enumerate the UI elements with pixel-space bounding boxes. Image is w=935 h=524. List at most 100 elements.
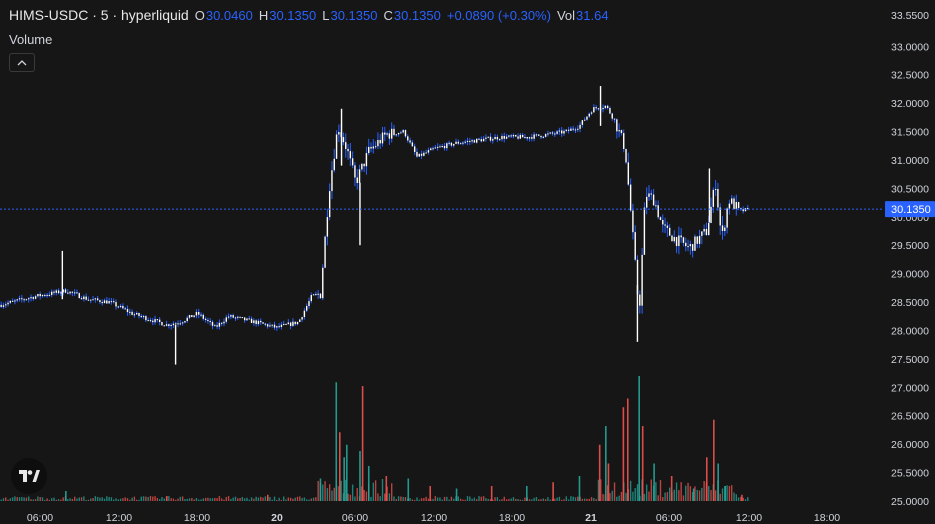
volume-bar bbox=[714, 490, 717, 501]
candle-body bbox=[154, 319, 156, 323]
volume-bar bbox=[480, 496, 482, 501]
candle-body bbox=[142, 316, 145, 318]
candle-body bbox=[170, 325, 172, 327]
volume-bar bbox=[462, 499, 464, 501]
volume-bar bbox=[207, 497, 209, 501]
volume-bar bbox=[521, 499, 524, 501]
volume-bar bbox=[450, 496, 453, 501]
candle-body bbox=[94, 298, 97, 300]
price-axis[interactable]: 33.5500 33.0000 32.5000 32.0000 31.5000 31.00… bbox=[891, 10, 929, 508]
volume-bar bbox=[443, 496, 446, 501]
candle-body bbox=[721, 225, 724, 231]
candle-body bbox=[478, 138, 480, 140]
volume-bar bbox=[322, 484, 324, 501]
volume-bar bbox=[78, 497, 80, 501]
candle-body bbox=[319, 293, 322, 299]
volume-bar bbox=[668, 487, 671, 501]
volume-bar bbox=[407, 478, 410, 501]
candle-body bbox=[60, 292, 62, 294]
candle-body bbox=[544, 134, 547, 137]
tradingview-logo-icon[interactable] bbox=[11, 458, 47, 494]
volume-bar bbox=[276, 499, 278, 501]
y-tick-label: 28.0000 bbox=[891, 325, 929, 337]
candle-body bbox=[278, 326, 280, 328]
symbol-title[interactable]: HIMS-USDC · 5 · hyperliquid bbox=[9, 7, 189, 23]
volume-bar bbox=[565, 496, 567, 501]
volume-bar bbox=[294, 497, 296, 501]
volume-bar bbox=[607, 463, 610, 501]
volume-bar bbox=[377, 493, 379, 501]
volume-bar bbox=[250, 497, 253, 501]
candle-body bbox=[588, 113, 590, 117]
volume-bar bbox=[80, 497, 83, 501]
volume-bar bbox=[650, 479, 652, 501]
volume-bar bbox=[16, 497, 18, 501]
candle-body bbox=[420, 153, 423, 156]
volume-bar bbox=[177, 498, 179, 501]
volume-bar bbox=[535, 497, 538, 501]
close-value: 30.1350 bbox=[393, 8, 441, 23]
volume-bar bbox=[301, 498, 303, 501]
candle-body bbox=[466, 140, 469, 142]
candle-body bbox=[225, 317, 227, 322]
candle-body bbox=[342, 137, 345, 143]
high-value: 30.1350 bbox=[269, 8, 317, 23]
volume-bar bbox=[737, 497, 740, 501]
volume-bar bbox=[418, 499, 420, 501]
volume-bar bbox=[613, 482, 616, 501]
candle-body bbox=[446, 143, 448, 149]
volume-bar bbox=[44, 499, 46, 501]
candle-body bbox=[583, 119, 586, 121]
candle-body bbox=[16, 299, 18, 301]
volume-bar bbox=[689, 486, 692, 501]
chevron-up-icon bbox=[17, 59, 27, 65]
candle-body bbox=[712, 189, 715, 207]
volume-bar bbox=[577, 496, 579, 501]
volume-bar bbox=[103, 498, 106, 501]
candle-body bbox=[641, 254, 643, 306]
volume-bar bbox=[638, 376, 640, 501]
volume-bar bbox=[191, 497, 193, 501]
open-label: O bbox=[194, 8, 205, 23]
volume-bar bbox=[96, 496, 99, 501]
candle-body bbox=[505, 136, 508, 139]
volume-bar bbox=[436, 497, 439, 501]
collapse-legend-button[interactable] bbox=[9, 53, 35, 72]
volume-bar bbox=[533, 497, 535, 501]
volume-pane-label[interactable]: Volume bbox=[9, 32, 53, 47]
volume-bar bbox=[83, 496, 85, 501]
volume-bar bbox=[611, 490, 613, 501]
volume-bar bbox=[232, 497, 234, 501]
candle-body bbox=[110, 301, 113, 303]
candle-body bbox=[737, 202, 740, 209]
candle-body bbox=[710, 206, 712, 223]
volume-bar bbox=[489, 499, 492, 501]
candle-body bbox=[675, 237, 678, 247]
candle-body bbox=[524, 137, 526, 139]
volume-bar bbox=[701, 487, 703, 501]
candle-body bbox=[48, 294, 51, 296]
candle-body bbox=[623, 133, 625, 149]
time-axis[interactable]: 06:00 12:00 18:00 20 06:00 12:00 18:00 21 06:00 1… bbox=[27, 512, 840, 524]
candle-body bbox=[243, 317, 246, 321]
candle-body bbox=[117, 306, 120, 308]
volume-bar bbox=[400, 496, 402, 501]
volume-bar bbox=[278, 497, 280, 501]
volume-bar bbox=[299, 496, 301, 501]
volume-bar bbox=[385, 476, 388, 501]
candle-body bbox=[317, 293, 319, 295]
volume-bar bbox=[466, 496, 469, 501]
candle-body bbox=[299, 319, 301, 322]
candle-body bbox=[53, 291, 55, 293]
volume-bar bbox=[246, 497, 248, 501]
candle-body bbox=[138, 313, 140, 317]
x-tick-label: 20 bbox=[271, 512, 283, 524]
candle-body bbox=[119, 305, 122, 307]
volume-bar bbox=[14, 496, 16, 501]
volume-bar bbox=[485, 498, 487, 501]
candle-body bbox=[347, 148, 349, 152]
y-tick-label: 33.5500 bbox=[891, 10, 929, 22]
candle-body bbox=[549, 132, 551, 134]
volume-bar bbox=[312, 497, 315, 501]
